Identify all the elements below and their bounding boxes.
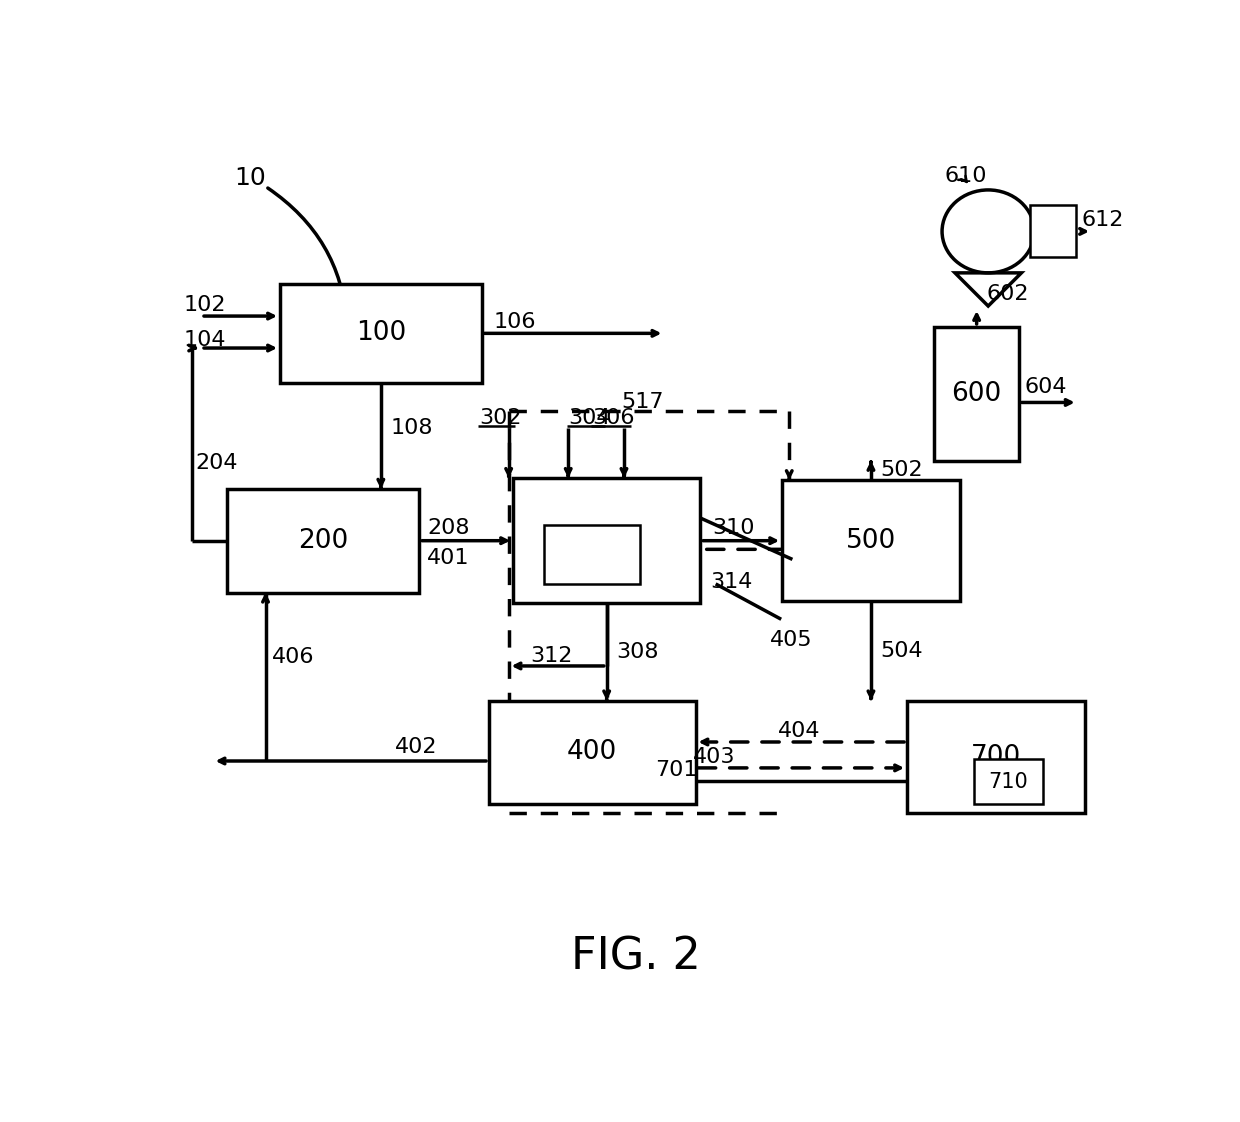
Text: 302: 302: [479, 408, 521, 427]
Text: 104: 104: [184, 330, 227, 350]
Text: 200: 200: [298, 527, 348, 553]
Text: 106: 106: [494, 312, 536, 332]
Text: 300: 300: [582, 527, 632, 553]
Bar: [935, 327, 1019, 461]
Text: 610: 610: [945, 166, 987, 186]
Text: 308: 308: [616, 642, 658, 662]
Text: 404: 404: [777, 720, 820, 741]
Text: 612: 612: [1081, 210, 1123, 230]
Text: 502: 502: [880, 460, 923, 480]
Text: 517: 517: [621, 393, 663, 413]
Text: 403: 403: [693, 746, 735, 766]
Text: 401: 401: [427, 548, 470, 568]
Text: 310: 310: [712, 517, 754, 537]
Text: 314: 314: [711, 572, 753, 592]
Text: 701: 701: [655, 760, 697, 780]
Bar: [973, 760, 1043, 804]
Text: 710: 710: [988, 772, 1028, 792]
Text: 600: 600: [951, 380, 1002, 407]
Text: 100: 100: [356, 321, 405, 347]
Bar: [513, 478, 701, 604]
Bar: [280, 284, 481, 383]
Text: 405: 405: [770, 631, 812, 650]
Text: 504: 504: [880, 641, 923, 661]
Bar: [227, 489, 419, 592]
Bar: [1029, 205, 1075, 257]
Text: 102: 102: [184, 295, 227, 315]
Bar: [489, 700, 696, 804]
Text: FIG. 2: FIG. 2: [570, 936, 701, 978]
Text: 306: 306: [593, 408, 635, 427]
Text: 500: 500: [846, 527, 897, 553]
Text: 208: 208: [427, 517, 470, 537]
Text: 10: 10: [234, 166, 265, 190]
Text: 108: 108: [391, 419, 433, 439]
Text: 304: 304: [568, 408, 611, 427]
Text: 406: 406: [273, 647, 315, 668]
Bar: [906, 700, 1085, 812]
Bar: [782, 480, 960, 601]
Text: 602: 602: [986, 284, 1029, 304]
Text: 312: 312: [529, 645, 572, 665]
Text: 400: 400: [567, 739, 618, 765]
Text: 604: 604: [1024, 377, 1068, 397]
Bar: [544, 525, 640, 583]
Text: 402: 402: [396, 737, 438, 757]
Text: 700: 700: [971, 744, 1021, 770]
Text: 204: 204: [196, 453, 238, 473]
